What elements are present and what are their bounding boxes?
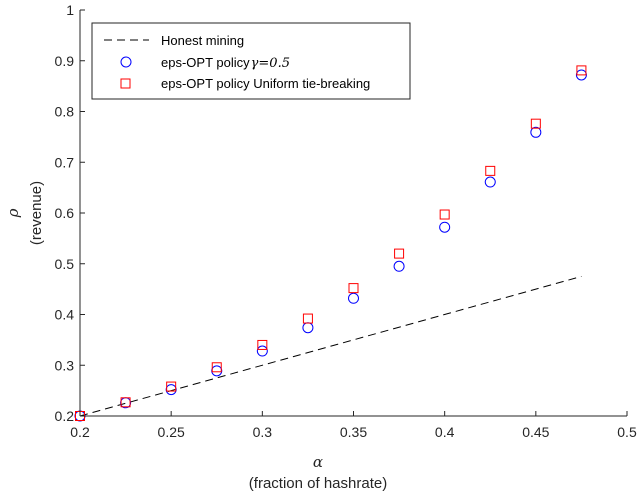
legend: Honest mining eps-OPT policyγ=0.5 eps-OP… bbox=[91, 22, 411, 100]
y-axis-symbol: ρ bbox=[4, 208, 22, 218]
x-axis-symbol: α bbox=[313, 453, 323, 471]
legend-label-gamma-value: γ=0.5 bbox=[251, 56, 290, 71]
legend-box bbox=[91, 22, 411, 100]
eps-opt-uniform-point bbox=[530, 118, 541, 129]
legend-label-eps-opt-uniform: eps-OPT policy Uniform tie-breaking bbox=[161, 76, 370, 91]
eps-opt-gamma-point bbox=[530, 126, 542, 138]
legend-square-marker-icon bbox=[120, 78, 131, 89]
eps-opt-uniform-point bbox=[394, 248, 405, 259]
eps-opt-uniform-point bbox=[211, 362, 222, 373]
chart-marks bbox=[74, 65, 587, 422]
legend-label-eps-opt-gamma: eps-OPT policyγ=0.5 bbox=[161, 55, 290, 71]
legend-label-eps-opt-text: eps-OPT policy bbox=[161, 55, 250, 70]
x-tick-label: 0.35 bbox=[340, 424, 367, 440]
eps-opt-uniform-point bbox=[485, 165, 496, 176]
x-tick-label: 0.45 bbox=[522, 424, 549, 440]
honest-mining-line bbox=[79, 275, 582, 417]
y-tick-label: 0.4 bbox=[55, 307, 75, 323]
ticks: 0.2 0.25 0.3 0.35 0.4 0.45 0.5 0.2 0.3 0.4 0.5 0.6 0… bbox=[55, 2, 637, 440]
eps-opt-gamma-point bbox=[393, 260, 405, 272]
y-tick-label: 0.8 bbox=[55, 104, 75, 120]
y-tick-label: 0.9 bbox=[55, 53, 75, 69]
eps-opt-gamma-point bbox=[484, 176, 496, 188]
eps-opt-uniform-point bbox=[257, 339, 268, 350]
x-axis-label: (fraction of hashrate) bbox=[249, 475, 387, 492]
x-tick-label: 0.25 bbox=[158, 424, 185, 440]
eps-opt-uniform-point bbox=[120, 397, 131, 408]
eps-opt-uniform-point bbox=[348, 283, 359, 294]
legend-label-honest-mining: Honest mining bbox=[161, 33, 244, 48]
y-tick-label: 0.3 bbox=[55, 357, 75, 373]
x-tick-label: 0.3 bbox=[253, 424, 273, 440]
x-tick-label: 0.2 bbox=[70, 424, 90, 440]
y-axis-label: (revenue) bbox=[28, 181, 45, 245]
y-tick-label: 0.5 bbox=[55, 256, 75, 272]
eps-opt-gamma-point bbox=[439, 221, 451, 233]
x-tick-label: 0.4 bbox=[435, 424, 455, 440]
y-tick-label: 0.7 bbox=[55, 154, 75, 170]
y-tick-label: 1 bbox=[66, 2, 74, 18]
eps-opt-uniform-point bbox=[302, 313, 313, 324]
legend-circle-marker-icon bbox=[120, 56, 132, 68]
eps-opt-uniform-point bbox=[439, 209, 450, 220]
y-tick-label: 0.2 bbox=[55, 408, 75, 424]
x-tick-label: 0.5 bbox=[617, 424, 637, 440]
eps-opt-gamma-point bbox=[256, 345, 268, 357]
y-tick-label: 0.6 bbox=[55, 205, 75, 221]
eps-opt-uniform-point bbox=[166, 381, 177, 392]
eps-opt-gamma-point bbox=[348, 292, 359, 304]
eps-opt-uniform-point bbox=[576, 65, 587, 76]
